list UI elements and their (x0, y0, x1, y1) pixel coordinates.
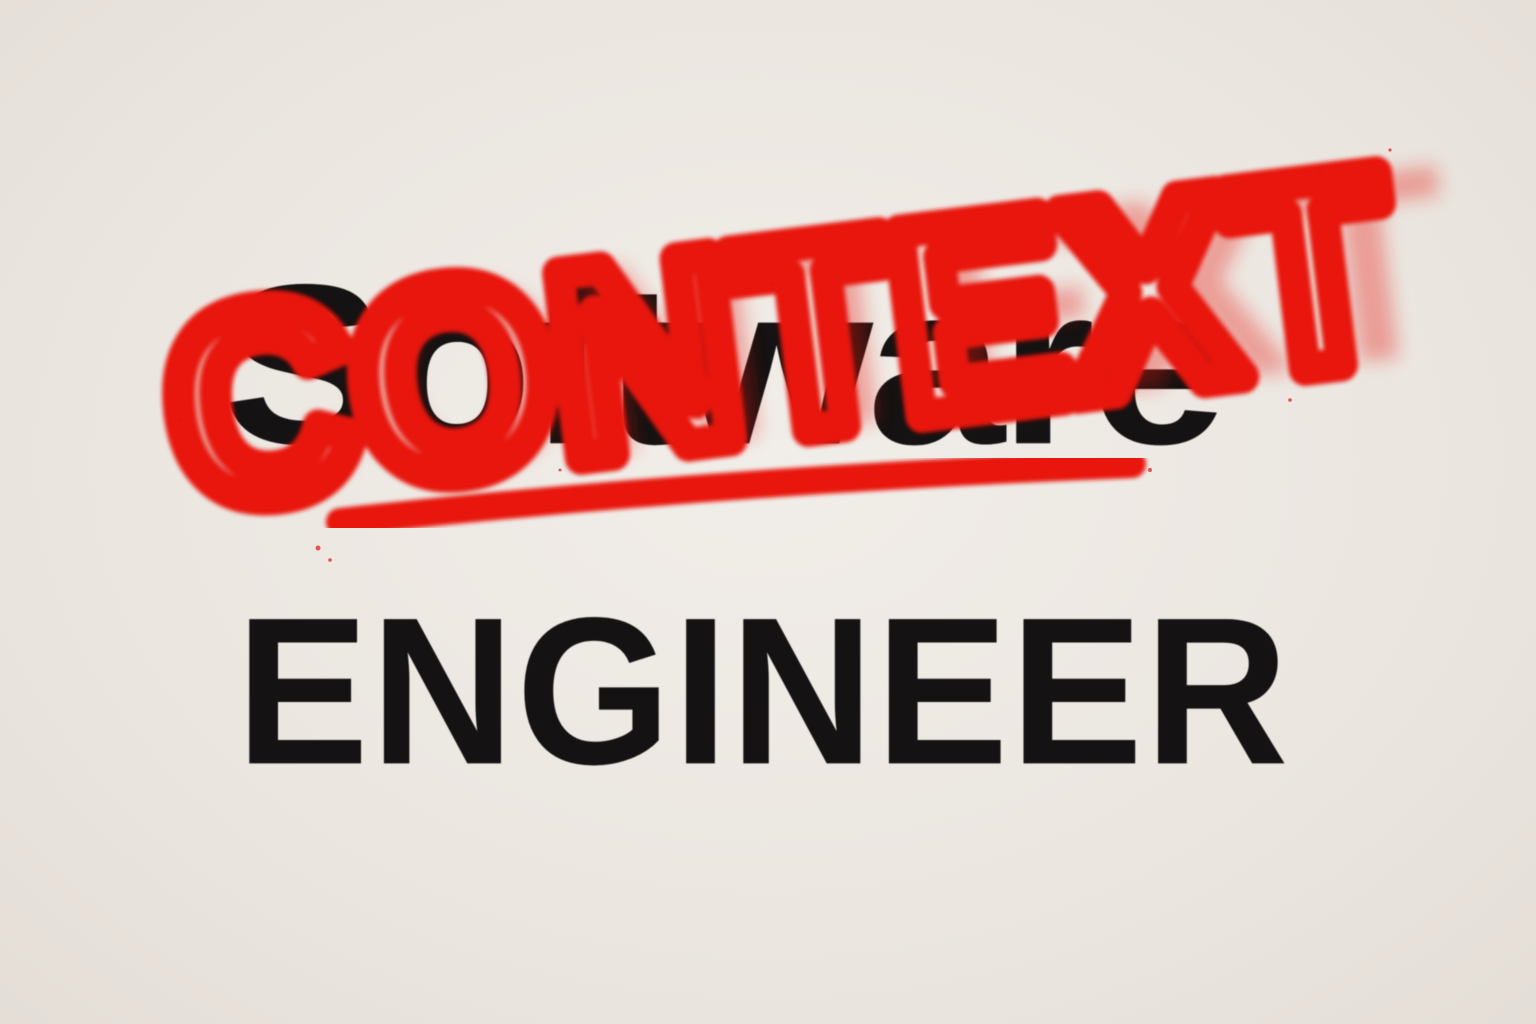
stencil-text-engineer: ENGINEER (236, 574, 1291, 809)
graffiti-word: CONTEXT (134, 99, 1426, 582)
graffiti-underline (326, 450, 1146, 536)
graffiti-text-context: CONTEXT (151, 116, 1409, 565)
spray-droplets (178, 148, 1392, 562)
stencil-text-software: Software (222, 236, 1227, 492)
